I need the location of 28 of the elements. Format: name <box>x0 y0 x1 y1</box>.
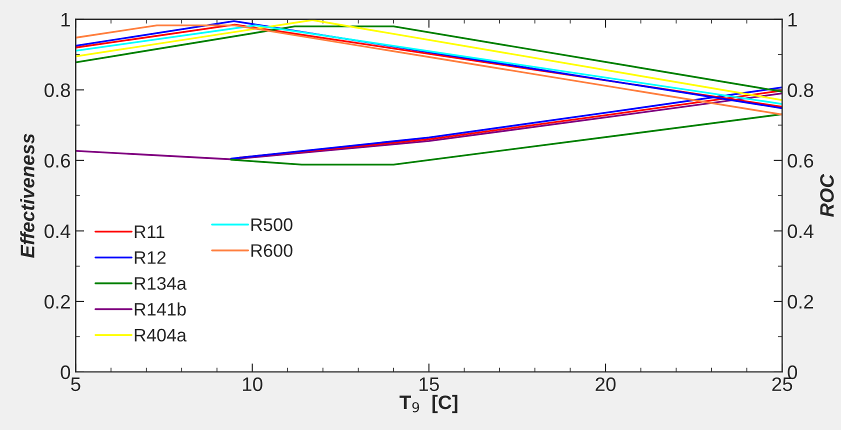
y2-tick-label: 0.2 <box>788 294 814 309</box>
legend-label: R500 <box>251 218 292 232</box>
x-tick-label: 15 <box>420 378 439 392</box>
x-axis-title: T$_{9}$ [C] <box>400 394 458 414</box>
legend-label: R404a <box>134 328 187 342</box>
y2-axis-title: ROC <box>820 174 834 217</box>
y-tick-label: 0.6 <box>44 154 70 168</box>
y-axis-title: Effectiveness <box>20 134 34 258</box>
x-tick-label: 20 <box>596 377 616 392</box>
y-tick-label: 0.8 <box>44 83 70 98</box>
legend-label: R134a <box>134 277 187 290</box>
y2-tick-label: 0.4 <box>788 224 814 238</box>
y2-tick-label: 0.8 <box>788 83 814 98</box>
x-tick-label: 10 <box>242 377 262 392</box>
y-tick-label: 0.4 <box>44 224 70 238</box>
y2-tick-label: 0 <box>788 365 798 380</box>
x-tick-label: 5 <box>71 378 80 392</box>
legend-label: R11 <box>134 226 164 238</box>
y2-tick-label: 1 <box>788 13 797 26</box>
legend-label: R141b <box>134 302 186 316</box>
legend-label: R12 <box>134 251 166 264</box>
x-tick-label: 25 <box>772 377 792 392</box>
line-series <box>76 92 782 160</box>
legend-label: R600 <box>251 244 292 257</box>
y-tick-label: 0.2 <box>44 294 70 309</box>
y-tick-label: 0 <box>60 365 70 380</box>
y2-tick-label: 0.6 <box>788 154 814 168</box>
y-tick-label: 1 <box>62 13 70 26</box>
